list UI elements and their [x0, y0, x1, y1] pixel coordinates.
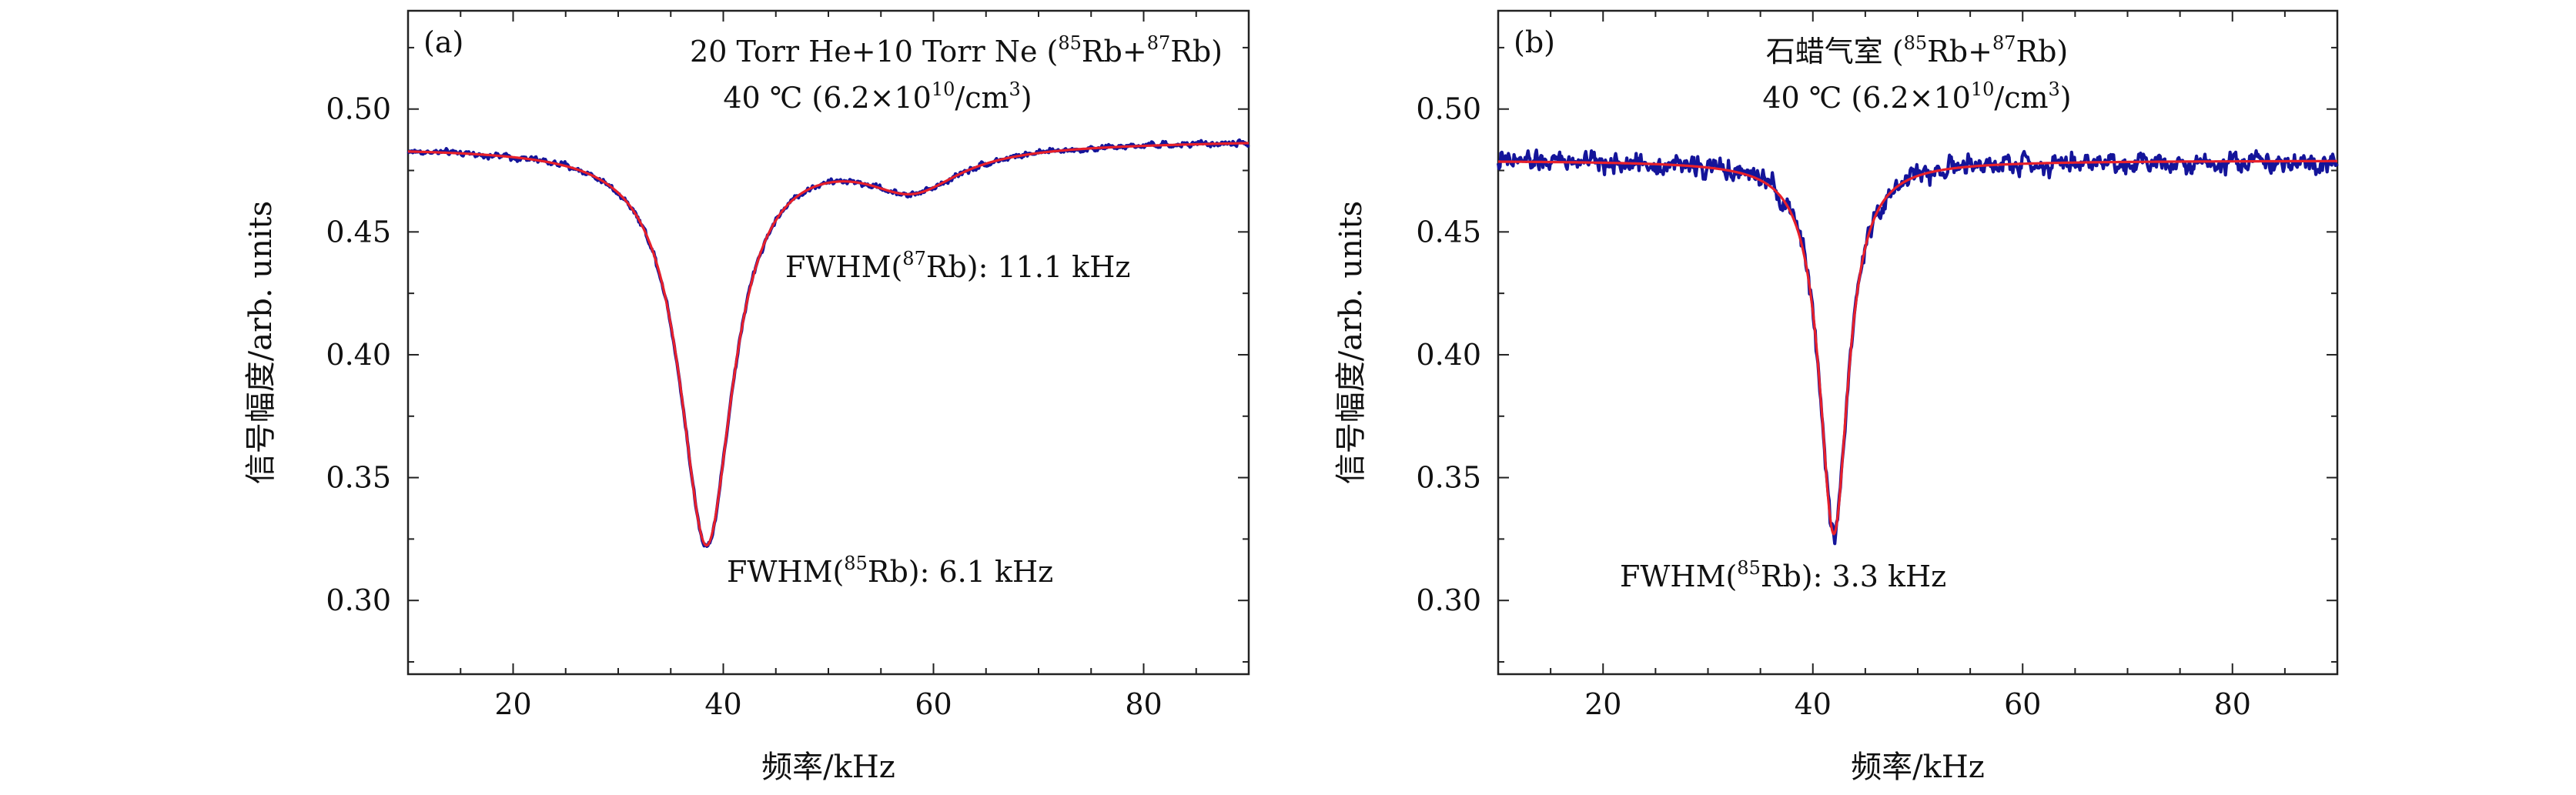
y-axis-label: 信号幅度/arb. units [243, 201, 279, 484]
series-line-fit [1497, 159, 2338, 536]
annotation-fwhm-85rb: FWHM(85Rb): 6.1 kHz [727, 553, 1053, 589]
panel-label: (b) [1514, 25, 1555, 59]
x-tick-label: 80 [2214, 687, 2251, 721]
y-tick-label: 0.35 [1416, 461, 1481, 495]
axis-ticks [407, 11, 1250, 674]
x-tick-label: 60 [2004, 687, 2041, 721]
x-tick-label: 20 [1584, 687, 1621, 721]
x-axis-label: 频率/kHz [1851, 750, 1985, 785]
panel-subtitle: 40 ℃ (6.2×1010/cm3) [1762, 78, 2071, 115]
panel-a: 20 40 60 80 0.30 0.35 0.40 0.45 0.50 (a) 20 Torr… [243, 9, 1250, 785]
panel-label: (a) [423, 25, 463, 59]
x-tick-label: 40 [704, 687, 741, 721]
series-group [406, 138, 1250, 549]
annotation-fwhm-87rb: FWHM(87Rb): 11.1 kHz [785, 248, 1130, 284]
x-tick-label: 60 [915, 687, 952, 721]
y-tick-label: 0.35 [326, 461, 391, 495]
x-tick-label: 80 [1125, 687, 1162, 721]
panel-subtitle: 40 ℃ (6.2×1010/cm3) [723, 78, 1032, 115]
x-tick-label: 20 [494, 687, 531, 721]
series-group [1496, 148, 2339, 546]
y-tick-label: 0.40 [1416, 338, 1481, 372]
series-line-measured [1496, 148, 2339, 546]
axis-tick-labels: 20 40 60 80 0.30 0.35 0.40 0.45 0.50 [1416, 92, 2251, 721]
series-line-measured [406, 138, 1250, 549]
y-tick-label: 0.40 [326, 338, 391, 372]
y-tick-label: 0.50 [1416, 92, 1481, 126]
panel-title: 20 Torr He+10 Torr Ne (85Rb+87Rb) [690, 32, 1223, 68]
x-axis-label: 频率/kHz [761, 750, 895, 785]
y-tick-label: 0.45 [326, 215, 391, 249]
y-tick-label: 0.30 [326, 583, 391, 617]
axis-tick-labels: 20 40 60 80 0.30 0.35 0.40 0.45 0.50 [326, 92, 1162, 721]
y-tick-label: 0.50 [326, 92, 391, 126]
series-line-fit [407, 142, 1250, 547]
y-axis-label: 信号幅度/arb. units [1333, 201, 1369, 484]
panel-b: 20 40 60 80 0.30 0.35 0.40 0.45 0.50 (b) 石蜡气室 (8… [1333, 9, 2339, 785]
panel-title: 石蜡气室 (85Rb+87Rb) [1766, 32, 2069, 68]
y-tick-label: 0.45 [1416, 215, 1481, 249]
x-tick-label: 40 [1795, 687, 1832, 721]
annotation-fwhm-85rb: FWHM(85Rb): 3.3 kHz [1620, 557, 1946, 593]
y-tick-label: 0.30 [1416, 583, 1481, 617]
axis-ticks [1497, 11, 2338, 674]
